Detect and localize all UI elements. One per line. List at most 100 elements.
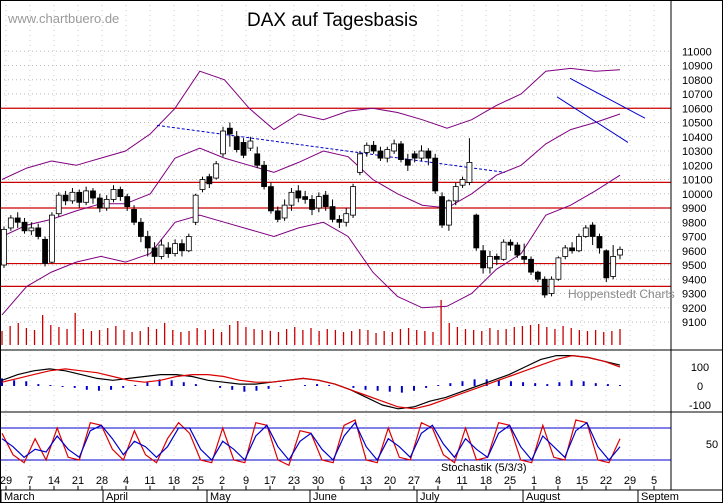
y-tick-label: 10300	[682, 146, 713, 158]
month-label: Septem	[641, 491, 679, 503]
candle-body	[55, 194, 62, 215]
x-tick-label: 18	[168, 475, 180, 487]
candle-body	[69, 191, 76, 202]
x-tick-label: 8	[555, 475, 561, 487]
candle-body	[617, 248, 623, 256]
month-label: March	[4, 491, 35, 503]
candle-body	[445, 200, 452, 226]
candle-body	[49, 214, 55, 263]
candle-body	[124, 196, 131, 207]
x-tick-label: 23	[288, 475, 300, 487]
volume-panel	[1, 300, 621, 345]
stochastic-label: Stochastik (5/3/3)	[441, 462, 527, 474]
month-label: April	[106, 491, 128, 503]
month-label: August	[526, 491, 560, 503]
candle-body	[302, 196, 309, 200]
x-tick-label: 4	[123, 475, 129, 487]
candlesticks	[1, 122, 623, 298]
x-tick-label: 9	[243, 475, 249, 487]
candle-body	[370, 144, 377, 152]
candle-body	[432, 157, 439, 192]
trend-line	[556, 96, 629, 143]
candle-body	[507, 241, 514, 246]
candle-body	[363, 144, 370, 153]
candle-body	[357, 153, 363, 173]
y-tick-label: 10500	[682, 118, 713, 130]
x-tick-label: 7	[27, 475, 33, 487]
y-tick-label: 9800	[682, 217, 706, 229]
candle-body	[541, 278, 548, 296]
y-tick-label: 9200	[682, 303, 706, 315]
y-tick-label: 10800	[682, 75, 713, 87]
candle-body	[350, 186, 356, 216]
candle-body	[425, 150, 432, 159]
x-tick-label: 17	[264, 475, 276, 487]
trend-line	[569, 77, 646, 119]
candle-body	[459, 179, 466, 186]
candle-body	[192, 194, 199, 223]
candle-body	[172, 243, 179, 255]
x-tick-label: 11	[144, 475, 155, 487]
bollinger-upper	[1, 67, 621, 180]
candle-body	[274, 210, 281, 220]
candle-body	[514, 244, 521, 256]
candle-body	[521, 256, 528, 260]
price-axis: 9100920093009400950096009700980099001000…	[670, 0, 713, 490]
x-tick-label: 18	[480, 475, 492, 487]
candle-body	[384, 149, 391, 159]
month-label: June	[313, 491, 337, 503]
x-tick-label: 11	[456, 475, 467, 487]
candle-body	[336, 218, 343, 223]
x-tick-label: 25	[504, 475, 516, 487]
x-tick-label: 14	[48, 475, 60, 487]
candle-body	[151, 247, 158, 257]
candle-body	[596, 236, 603, 249]
y-tick-label: 9600	[682, 246, 706, 258]
candle-body	[452, 186, 459, 202]
candle-body	[500, 241, 507, 260]
y-tick-label: 10700	[682, 89, 713, 101]
candle-body	[391, 143, 398, 152]
candle-body	[144, 236, 151, 249]
candle-body	[555, 257, 562, 280]
candle-body	[466, 161, 473, 183]
candle-body	[158, 244, 165, 257]
candle-body	[480, 250, 487, 269]
candle-body	[411, 153, 418, 159]
y-tick-label: 9400	[682, 274, 706, 286]
candle-body	[268, 186, 274, 212]
candle-body	[220, 130, 226, 155]
candle-body	[179, 243, 185, 252]
candle-body	[96, 197, 103, 209]
x-tick-label: 1	[531, 475, 537, 487]
candle-body	[281, 204, 288, 219]
candle-body	[439, 196, 445, 226]
x-tick-label: 15	[576, 475, 588, 487]
chart-title: DAX auf Tagesbasis	[247, 10, 418, 31]
candle-body	[83, 190, 90, 203]
candle-body	[213, 163, 220, 179]
x-tick-label: 30	[312, 475, 324, 487]
candle-body	[76, 191, 83, 203]
watermark: www.chartbuero.de	[7, 11, 119, 26]
candle-body	[226, 127, 233, 135]
x-tick-label: 6	[339, 475, 345, 487]
signal-line	[1, 354, 621, 410]
candle-body	[343, 213, 350, 223]
candle-body	[315, 196, 322, 209]
y-tick-label: 10000	[682, 189, 713, 201]
candle-body	[199, 179, 206, 190]
candle-body	[528, 258, 534, 273]
candle-body	[254, 153, 261, 166]
x-tick-label: 28	[96, 475, 108, 487]
y-tick-label: 9700	[682, 232, 706, 244]
candle-body	[589, 224, 596, 237]
stochastic-panel: 50	[0, 419, 718, 467]
candle-body	[534, 271, 541, 280]
y-tick-label: 9500	[682, 260, 706, 272]
candle-body	[90, 190, 96, 199]
candle-body	[404, 159, 411, 166]
candle-body	[137, 221, 144, 237]
candle-body	[62, 194, 69, 202]
